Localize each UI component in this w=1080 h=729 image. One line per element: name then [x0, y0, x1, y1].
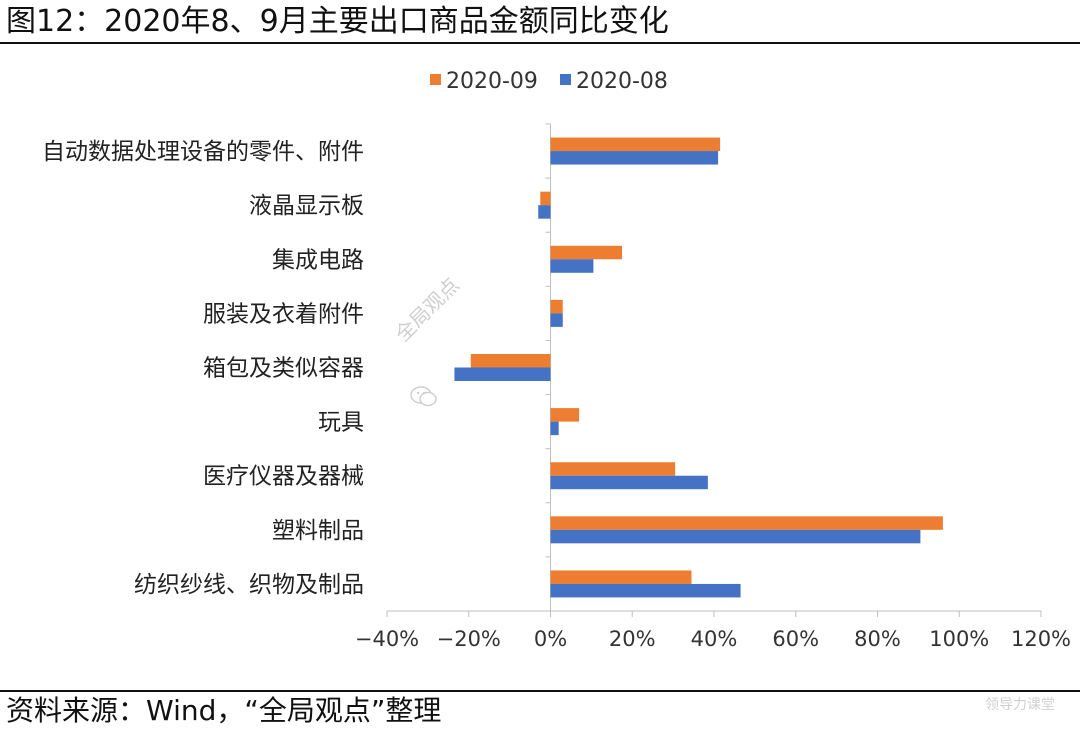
corner-watermark: 领导力课堂 — [985, 697, 1055, 713]
bar-2020-09 — [540, 191, 551, 206]
category-label: 液晶显示板 — [249, 193, 364, 219]
bar-2020-08 — [550, 529, 921, 544]
x-tick-label: −40% — [355, 627, 419, 651]
bar-2020-09 — [550, 299, 563, 314]
title-rule — [0, 42, 1080, 44]
bar-2020-09 — [550, 245, 623, 260]
bar-2020-08 — [550, 259, 594, 273]
x-tick-label: 80% — [854, 627, 901, 651]
legend-label: 2020-09 — [446, 69, 538, 94]
x-tick-label: 20% — [609, 627, 656, 651]
x-tick-label: 100% — [929, 627, 989, 651]
bar-2020-08 — [550, 583, 741, 598]
x-tick-label: 120% — [1011, 627, 1071, 651]
category-label: 集成电路 — [272, 247, 364, 273]
category-label: 箱包及类似容器 — [203, 356, 364, 382]
bar-2020-08 — [454, 367, 551, 381]
category-label: 医疗仪器及器械 — [203, 464, 364, 490]
bar-2020-09 — [550, 570, 692, 584]
bar-2020-09 — [550, 408, 580, 422]
category-label: 自动数据处理设备的零件、附件 — [42, 139, 364, 165]
bar-2020-08 — [550, 313, 563, 327]
bar-2020-09 — [470, 354, 551, 368]
bar-2020-09 — [550, 137, 721, 152]
bar-2020-08 — [550, 421, 559, 436]
category-label: 纺织纱线、织物及制品 — [134, 572, 364, 598]
x-tick-label: 0% — [534, 627, 567, 651]
legend-swatch — [430, 74, 441, 85]
wechat-icon — [410, 386, 437, 407]
bar-2020-08 — [550, 475, 708, 490]
bar-2020-09 — [550, 516, 943, 530]
legend-swatch — [560, 74, 571, 85]
bar-2020-08 — [538, 205, 551, 219]
bar-chart: 2020-09 2020-08 −40% −20% 0% 20% 40% 60% 80% 100%… — [42, 69, 1071, 651]
category-label: 玩具 — [318, 410, 364, 436]
category-label: 塑料制品 — [272, 518, 364, 544]
category-label: 服装及衣着附件 — [203, 301, 364, 327]
source-note: 资料来源：Wind，“全局观点”整理 — [6, 694, 442, 727]
x-tick-label: 60% — [772, 627, 819, 651]
legend-label: 2020-08 — [576, 69, 668, 94]
bar-2020-09 — [550, 462, 676, 476]
bar-2020-08 — [550, 151, 719, 165]
x-tick-label: −20% — [437, 627, 501, 651]
source-rule — [0, 690, 1080, 692]
chart-title: 图12：2020年8、9月主要出口商品金额同比变化 — [6, 4, 669, 39]
x-tick-label: 40% — [691, 627, 738, 651]
